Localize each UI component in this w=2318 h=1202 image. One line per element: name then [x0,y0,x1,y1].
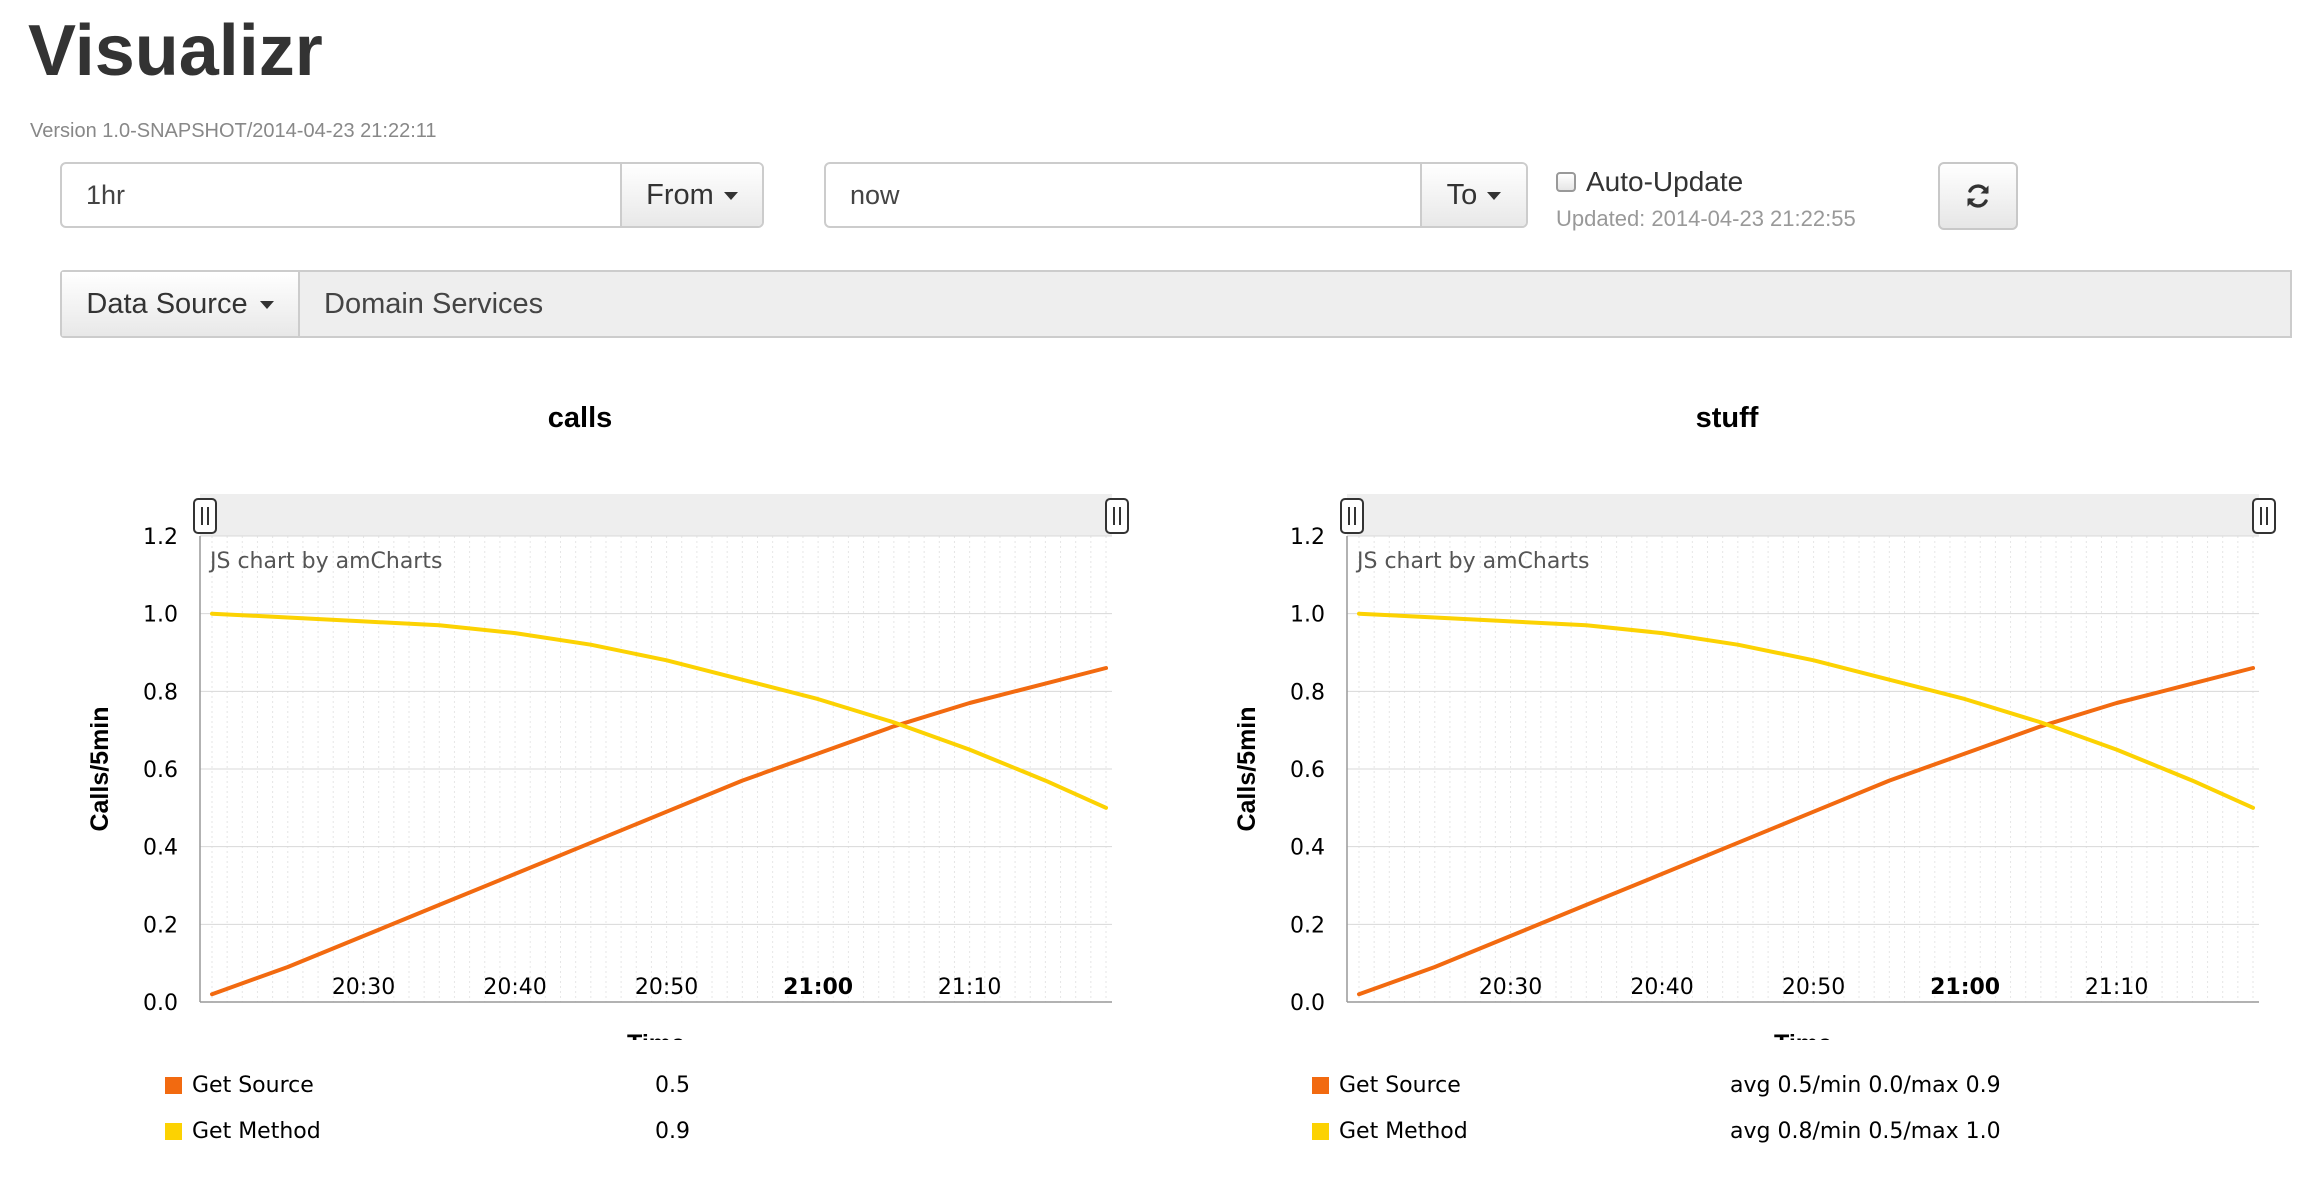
series-line-get-source [1357,666,2255,997]
series-line-get-method [210,611,1108,810]
x-tick-label: 20:30 [332,975,395,1000]
legend-swatch [165,1122,182,1140]
legend-item-get-source[interactable]: Get Source 0.5 [165,1070,690,1100]
chart-panel-calls: calls 0.0 0.2 0.4 0.6 0.8 1.0 1.2 20:30 20:40 20:… [30,390,1130,1190]
chart-scrollbar [200,494,1112,536]
chart-watermark: JS chart by amCharts [1355,549,1589,574]
legend-value: 0.5 [655,1072,690,1098]
data-source-value: Domain Services [324,287,544,320]
data-source-dropdown-button[interactable]: Data Source [62,272,300,336]
y-tick-label: 0.2 [143,913,178,938]
y-tick-label: 1.2 [1290,525,1325,550]
x-tick-label: 21:10 [2085,975,2148,1000]
caret-down-icon [723,192,738,200]
auto-update-checkbox[interactable] [1556,172,1576,192]
legend-swatch [165,1076,182,1094]
y-tick-label: 0.4 [143,836,178,861]
x-axis-title: Time [1774,1030,1832,1040]
y-tick-label: 0.2 [1290,913,1325,938]
legend-label: Get Method [192,1118,321,1144]
grip-body [2252,498,2276,534]
to-group: now To [824,162,1528,228]
legend-label: Get Source [1339,1072,1461,1098]
legend-value: avg 0.5/min 0.0/max 0.9 [1730,1072,2001,1098]
legend-item-get-method[interactable]: Get Method avg 0.8/min 0.5/max 1.0 [1312,1116,2001,1146]
chart-calls: 0.0 0.2 0.4 0.6 0.8 1.0 1.2 20:30 20:40 20:50 21:0… [86,494,1129,1040]
auto-update-panel: Auto-Update Updated: 2014-04-23 21:22:55 [1556,166,1856,232]
grip-body [193,498,217,534]
data-source-bar: Data Source Domain Services [60,270,2292,338]
chart-scrollbar [1347,494,2259,536]
y-tick-label: 1.0 [143,603,178,628]
legend-item-get-source[interactable]: Get Source avg 0.5/min 0.0/max 0.9 [1312,1070,2001,1100]
chart-title: calls [547,402,613,434]
y-axis-title: Calls/5min [1233,706,1261,831]
y-tick-label: 0.0 [1290,991,1325,1016]
to-button-label: To [1446,178,1478,211]
y-tick-label: 0.6 [143,758,178,783]
chart-panel-stuff: stuff 0.0 0.2 0.4 0.6 0.8 1.0 1.2 20:30 20:40 20:… [1177,390,2277,1190]
to-input[interactable]: now [850,179,900,210]
y-tick-label: 1.0 [1290,603,1325,628]
grip-body [1105,498,1129,534]
version-text: Version 1.0-SNAPSHOT/2014-04-23 21:22:11 [30,120,437,142]
updated-timestamp: Updated: 2014-04-23 21:22:55 [1556,206,1856,231]
scrollbar-grip-icon[interactable] [1340,498,1364,534]
legend-item-get-method[interactable]: Get Method 0.9 [165,1116,690,1146]
from-input[interactable]: 1hr [86,179,126,210]
legend-swatch [1312,1122,1329,1140]
x-tick-label: 20:40 [483,975,546,1000]
y-tick-label: 0.0 [143,991,178,1016]
scrollbar-grip-icon[interactable] [2252,498,2276,534]
series-line-get-source [210,666,1108,997]
from-button-label: From [646,178,714,211]
x-tick-label: 20:50 [1782,975,1845,1000]
caret-down-icon [259,301,274,309]
y-axis-title: Calls/5min [86,706,114,831]
from-group: 1hr From [60,162,764,228]
refresh-icon [1967,184,1989,208]
x-tick-label: 20:40 [1630,975,1693,1000]
app-title: Visualizr [28,11,323,91]
legend-swatch [1312,1076,1329,1094]
x-axis-title: Time [627,1030,685,1040]
legend-label: Get Source [192,1072,314,1098]
y-tick-label: 1.2 [143,525,178,550]
y-tick-label: 0.6 [1290,758,1325,783]
from-dropdown-button[interactable]: From [620,164,762,226]
auto-update-label[interactable]: Auto-Update [1586,166,1744,197]
chart-watermark: JS chart by amCharts [208,549,442,574]
x-tick-label: 21:00 [1930,975,2000,1000]
to-dropdown-button[interactable]: To [1420,164,1526,226]
caret-down-icon [1487,192,1502,200]
x-tick-label: 21:10 [938,975,1001,1000]
chart-title: stuff [1695,402,1759,434]
refresh-button[interactable] [1938,162,2018,230]
x-tick-label: 20:30 [1479,975,1542,1000]
y-tick-label: 0.8 [143,680,178,705]
chart-stuff: 0.0 0.2 0.4 0.6 0.8 1.0 1.2 20:30 20:40 20:50 21:0… [1233,494,2276,1040]
legend-value: 0.9 [655,1118,690,1144]
x-tick-label: 20:50 [635,975,698,1000]
grip-body [1340,498,1364,534]
x-tick-label: 21:00 [783,975,853,1000]
y-tick-label: 0.8 [1290,680,1325,705]
y-tick-label: 0.4 [1290,836,1325,861]
series-line-get-method [1357,611,2255,810]
legend-label: Get Method [1339,1118,1468,1144]
scrollbar-grip-icon[interactable] [1105,498,1129,534]
legend-value: avg 0.8/min 0.5/max 1.0 [1730,1118,2001,1144]
scrollbar-grip-icon[interactable] [193,498,217,534]
data-source-button-label: Data Source [86,287,248,320]
